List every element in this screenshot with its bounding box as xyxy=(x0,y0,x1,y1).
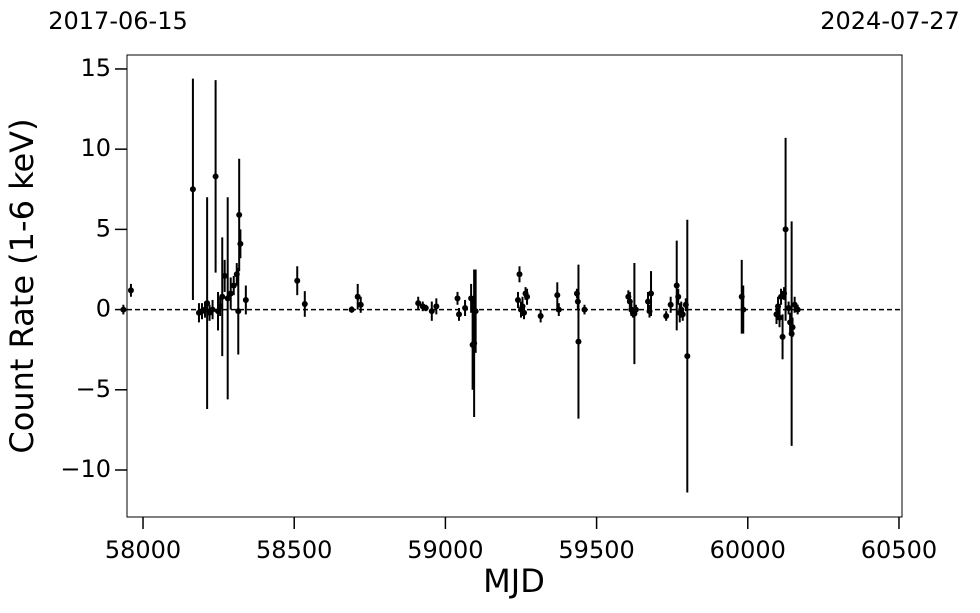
data-point xyxy=(212,173,219,180)
data-point xyxy=(127,287,134,294)
data-point xyxy=(204,300,211,307)
data-point xyxy=(626,298,633,305)
data-point xyxy=(675,293,682,300)
data-point xyxy=(224,295,231,302)
data-point xyxy=(301,300,308,307)
data-point xyxy=(468,295,475,302)
data-point xyxy=(554,292,561,299)
data-point xyxy=(209,306,216,313)
data-point xyxy=(219,293,226,300)
x-axis-label: MJD xyxy=(483,562,545,600)
data-point xyxy=(791,301,798,308)
data-point xyxy=(454,295,461,302)
data-point xyxy=(428,308,435,315)
date-annotation: 2024-07-27 xyxy=(820,7,959,35)
data-point xyxy=(120,306,127,313)
data-point xyxy=(516,271,523,278)
data-point xyxy=(555,306,562,313)
data-point xyxy=(521,309,528,316)
data-point xyxy=(679,311,686,318)
data-point xyxy=(794,306,801,313)
data-point xyxy=(785,304,792,311)
data-point xyxy=(779,333,786,340)
data-point xyxy=(433,303,440,310)
data-point xyxy=(472,308,479,315)
data-point xyxy=(415,300,422,307)
data-point xyxy=(514,296,521,303)
data-point xyxy=(221,272,228,279)
data-point xyxy=(684,353,691,360)
y-tick-label: 15 xyxy=(80,54,111,82)
y-axis-label: Count Rate (1-6 keV) xyxy=(3,118,41,453)
data-point xyxy=(537,312,544,319)
data-point xyxy=(242,296,249,303)
y-tick-label: 5 xyxy=(96,214,111,242)
data-point xyxy=(648,290,655,297)
data-point xyxy=(782,226,789,233)
y-tick-label: 10 xyxy=(80,134,111,162)
data-point xyxy=(663,312,670,319)
data-point xyxy=(673,282,680,289)
data-point xyxy=(456,311,463,318)
data-point xyxy=(740,306,747,313)
data-point xyxy=(667,301,674,308)
data-point xyxy=(230,282,237,289)
date-annotation: 2017-06-15 xyxy=(48,7,187,35)
x-tick-label: 60500 xyxy=(861,536,937,564)
data-point xyxy=(632,306,639,313)
y-tick-label: −5 xyxy=(76,375,111,403)
x-tick-label: 60000 xyxy=(710,536,786,564)
data-point xyxy=(645,298,652,305)
data-point xyxy=(189,186,196,193)
data-point xyxy=(422,304,429,311)
data-point xyxy=(581,306,588,313)
data-point xyxy=(235,308,242,315)
data-point xyxy=(776,314,783,321)
data-point xyxy=(357,301,364,308)
data-point xyxy=(789,324,796,331)
data-point xyxy=(575,338,582,345)
data-point xyxy=(294,277,301,284)
data-point xyxy=(775,303,782,310)
data-point xyxy=(348,306,355,313)
y-tick-label: 0 xyxy=(96,295,111,323)
data-point xyxy=(524,293,531,300)
y-tick-label: −10 xyxy=(60,455,111,483)
x-tick-label: 58500 xyxy=(256,536,332,564)
x-tick-label: 59500 xyxy=(558,536,634,564)
x-tick-label: 58000 xyxy=(105,536,181,564)
data-point xyxy=(462,304,469,311)
data-point xyxy=(227,290,234,297)
data-point xyxy=(236,211,243,218)
x-tick-label: 59000 xyxy=(407,536,483,564)
plot-frame xyxy=(126,54,903,518)
data-point xyxy=(237,240,244,247)
data-point xyxy=(354,293,361,300)
